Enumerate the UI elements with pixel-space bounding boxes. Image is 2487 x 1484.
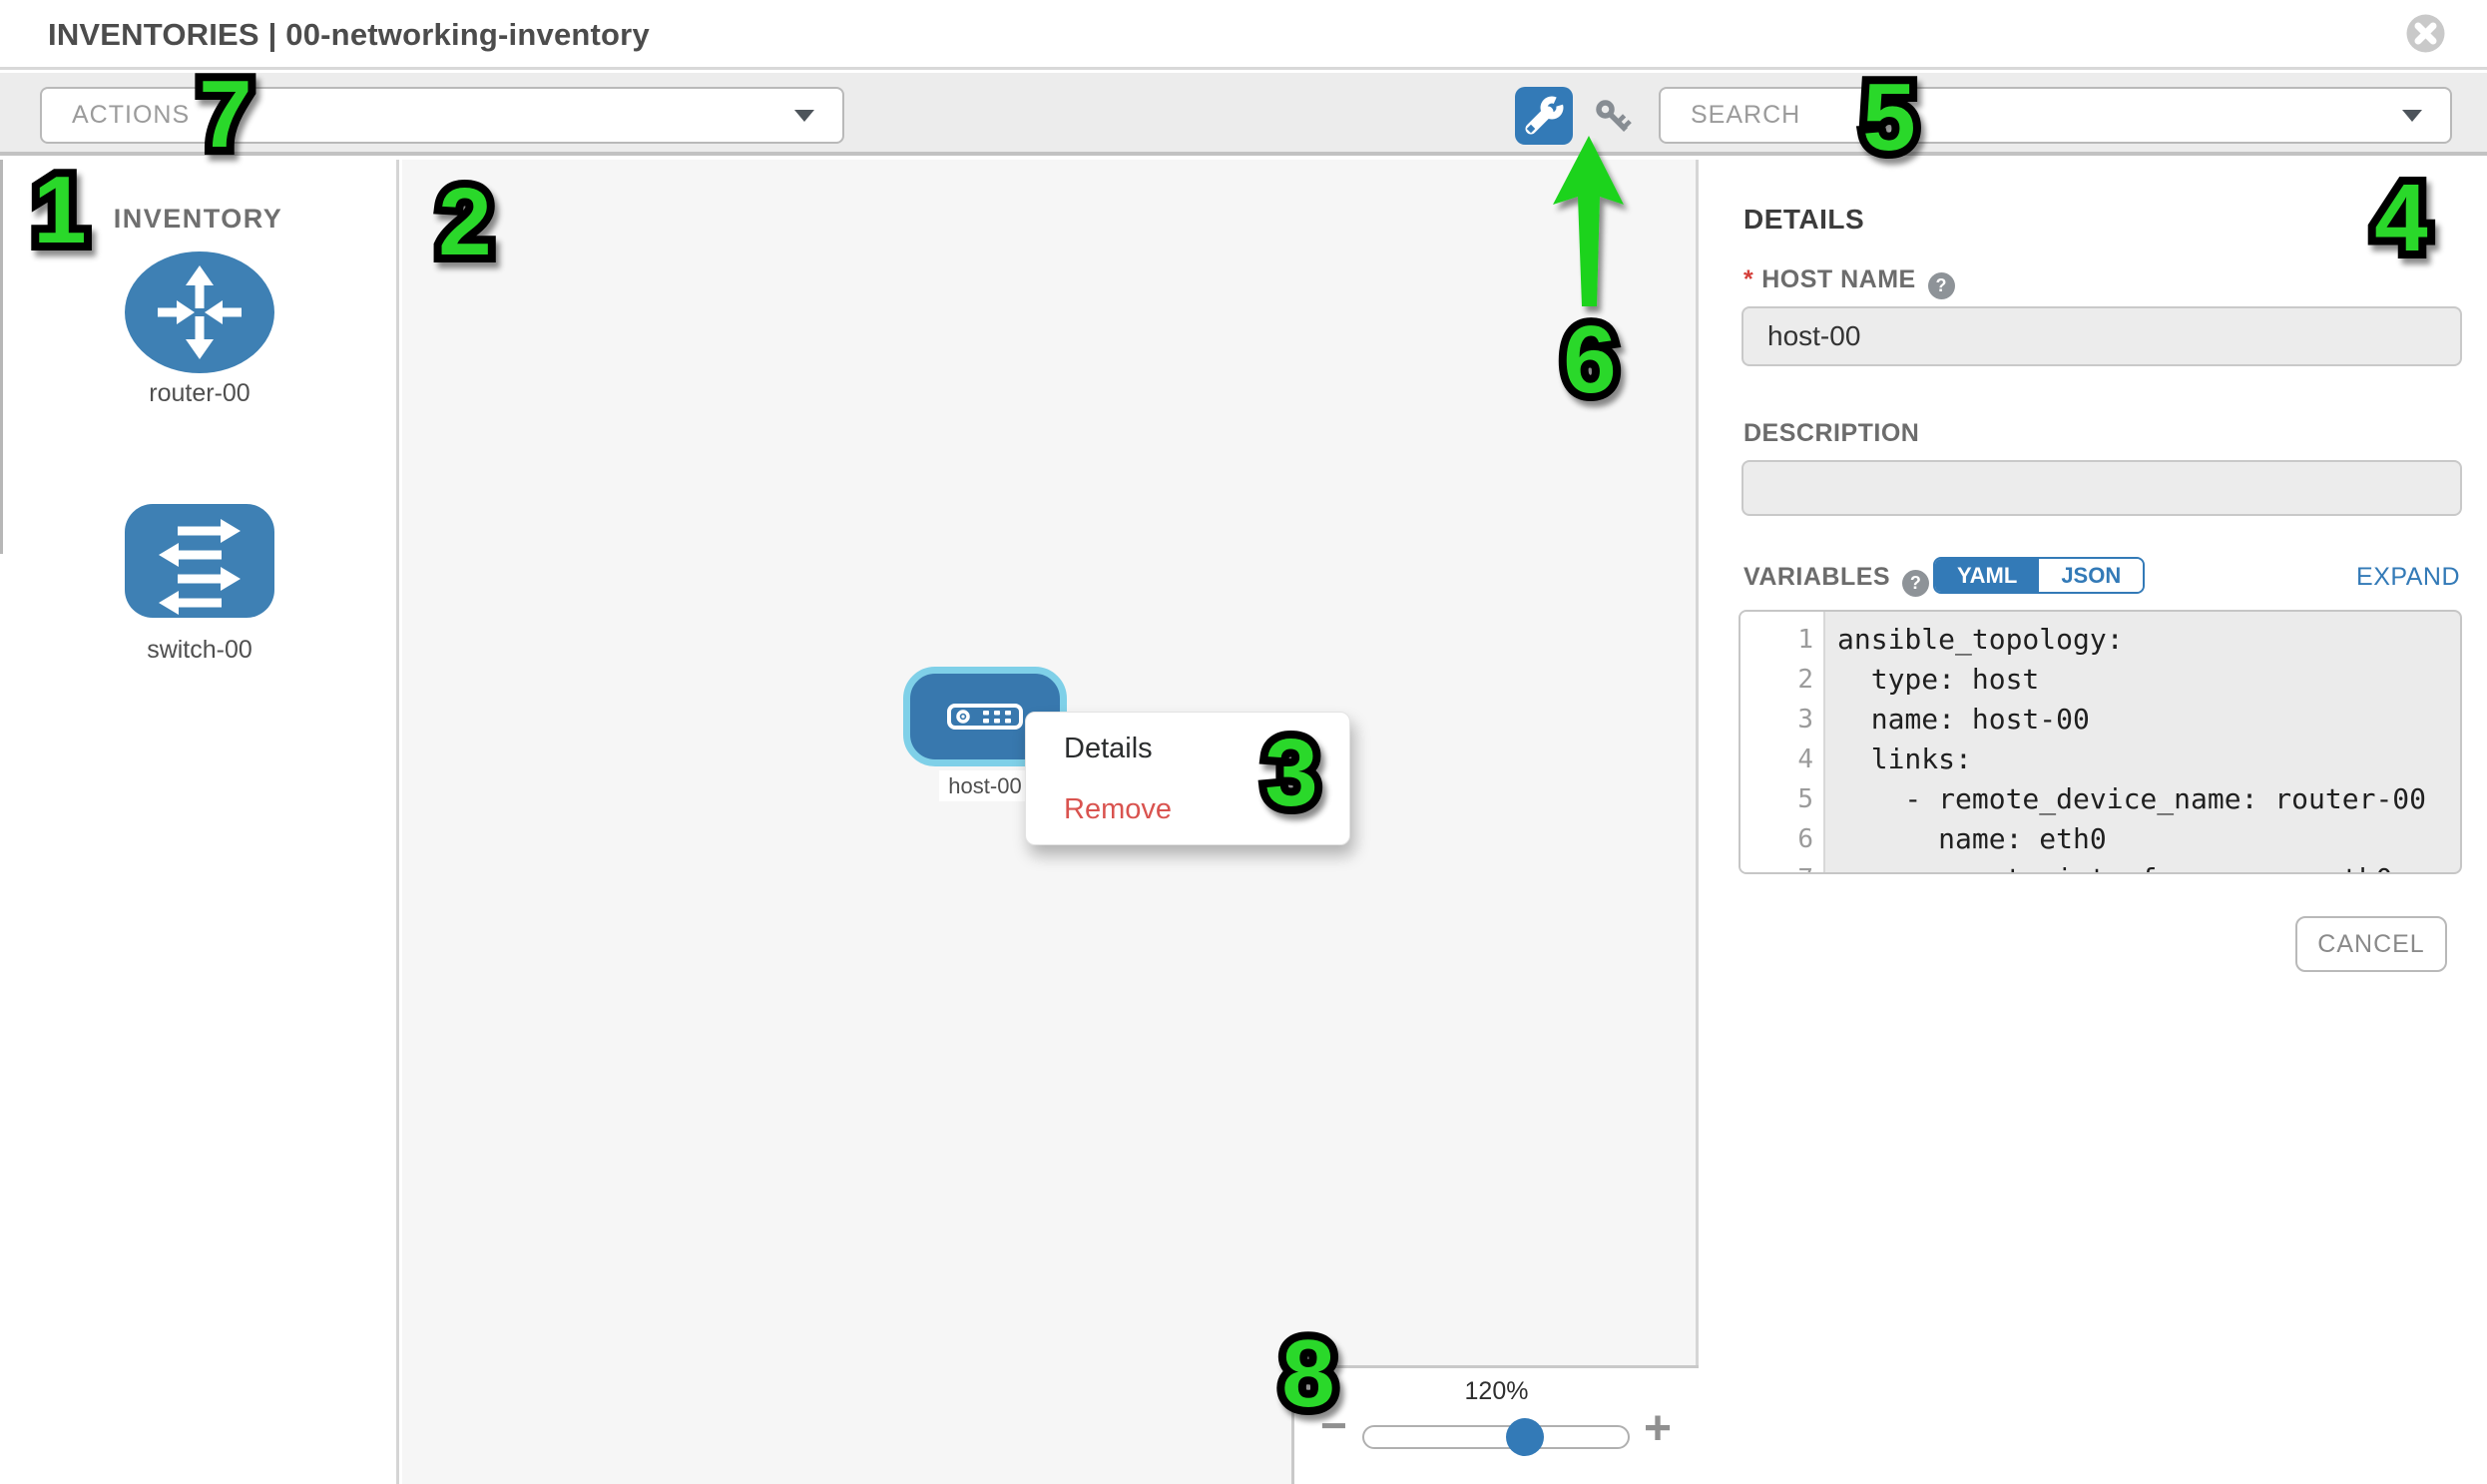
zoom-slider-track[interactable] (1362, 1425, 1630, 1449)
variables-format-toggle: YAML JSON (1933, 557, 2146, 594)
help-icon[interactable]: ? (1927, 272, 1955, 299)
cancel-button[interactable]: CANCEL (2295, 916, 2447, 972)
sidebar-title: INVENTORY (113, 204, 283, 234)
device-label: switch-00 (147, 636, 252, 664)
page-title: INVENTORIES | 00-networking-inventory (48, 17, 650, 52)
description-label: DESCRIPTION (1743, 419, 1920, 447)
code-line: 5 - remote_device_name: router-00 (1797, 782, 2427, 815)
code-line: 4 links: (1797, 742, 1972, 775)
variables-label: VARIABLES? (1743, 563, 1930, 597)
sidebar-item-switch[interactable]: switch-00 (125, 504, 274, 664)
toolbar: ACTIONS SEARCH (0, 73, 2487, 156)
code-line: 2 type: host (1797, 663, 2040, 696)
tab-json[interactable]: JSON (2039, 559, 2144, 592)
close-icon[interactable] (2405, 13, 2446, 54)
topology-canvas[interactable]: host-00 Details Remove 120% − + (402, 160, 1699, 1484)
code-line: 1 ansible_topology: (1797, 623, 2124, 656)
zoom-out-button[interactable]: − (1320, 1399, 1347, 1451)
code-line: 6 name: eth0 (1797, 822, 2107, 855)
code-line: 7 remote_interface_name: eth0 (1741, 859, 2460, 872)
description-field[interactable] (1741, 460, 2462, 516)
tab-yaml[interactable]: YAML (1935, 559, 2040, 592)
header: INVENTORIES | 00-networking-inventory (0, 0, 2487, 70)
help-icon[interactable]: ? (1902, 570, 1930, 597)
editor-lines: 1 ansible_topology: 2 type: host 3 name: … (1741, 620, 2460, 872)
sidebar-scrollbar[interactable] (0, 160, 3, 554)
device-label: router-00 (149, 379, 250, 407)
zoom-slider-knob[interactable] (1506, 1418, 1544, 1456)
wrench-icon (1525, 90, 1572, 135)
panel-title: DETAILS (1743, 204, 1865, 235)
chevron-down-icon (794, 110, 814, 122)
chevron-down-icon (2402, 110, 2422, 122)
required-marker: * (1743, 265, 1754, 293)
search-placeholder: SEARCH (1691, 101, 1801, 129)
code-line: 3 name: host-00 (1797, 703, 2090, 736)
key-icon[interactable] (1593, 97, 1635, 139)
menu-item-remove[interactable]: Remove (1064, 793, 1172, 825)
zoom-in-button[interactable]: + (1644, 1402, 1673, 1455)
host-node-label: host-00 (939, 770, 1031, 801)
context-menu: Details Remove (1025, 712, 1350, 845)
host-icon (947, 704, 1023, 730)
inventory-sidebar: INVENTORY router-00 (0, 160, 399, 1484)
variables-code-editor[interactable]: 1 ansible_topology: 2 type: host 3 name: … (1739, 610, 2462, 874)
router-icon (125, 251, 274, 373)
configure-tools-button[interactable] (1515, 87, 1573, 145)
sidebar-item-router[interactable]: router-00 (125, 251, 274, 407)
actions-dropdown[interactable]: ACTIONS (40, 87, 844, 144)
switch-icon (125, 504, 274, 618)
search-dropdown[interactable]: SEARCH (1659, 87, 2452, 144)
expand-link[interactable]: EXPAND (2356, 563, 2460, 591)
actions-dropdown-label: ACTIONS (72, 101, 191, 129)
zoom-control: 120% − + (1291, 1365, 1699, 1484)
editor-gutter (1741, 612, 1825, 872)
zoom-level: 120% (1464, 1377, 1529, 1405)
host-name-field[interactable]: host-00 (1741, 306, 2462, 366)
menu-item-details[interactable]: Details (1064, 733, 1153, 764)
host-name-label: * HOST NAME? (1743, 265, 1955, 299)
details-panel: DETAILS * HOST NAME? host-00 DESCRIPTION … (1702, 160, 2487, 1484)
